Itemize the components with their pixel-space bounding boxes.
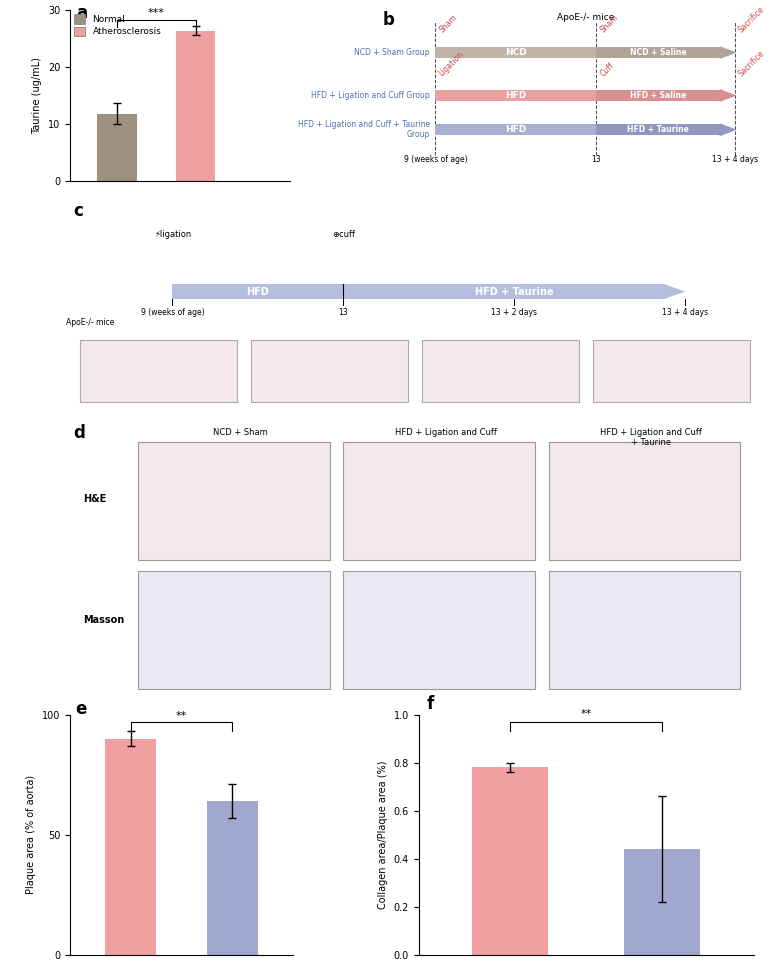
Text: f: f	[427, 695, 434, 713]
Text: H&E: H&E	[84, 494, 107, 505]
Text: 13: 13	[339, 308, 348, 317]
Text: Sham: Sham	[437, 13, 459, 35]
Text: HFD + Ligation and Cuff: HFD + Ligation and Cuff	[395, 428, 497, 437]
Text: 9 (weeks of age): 9 (weeks of age)	[141, 308, 204, 317]
Bar	[549, 571, 740, 689]
Text: b: b	[383, 12, 395, 29]
Text: ApoE-/- mice: ApoE-/- mice	[556, 14, 614, 22]
Text: ⚡ligation: ⚡ligation	[154, 230, 191, 239]
Text: **: **	[176, 711, 187, 721]
Text: Sacrifice: Sacrifice	[737, 5, 766, 35]
Text: ApoE-/- mice: ApoE-/- mice	[66, 318, 115, 327]
Bar	[106, 738, 156, 955]
Polygon shape	[720, 90, 735, 101]
Legend: NCD + Sham, HFD + Ligation and Cuff, HFD + Ligation and Cuff
+ Taurine: NCD + Sham, HFD + Ligation and Cuff, HFD…	[774, 796, 777, 849]
Text: Sham: Sham	[598, 13, 620, 35]
Text: 9 (weeks of age): 9 (weeks of age)	[404, 156, 467, 165]
Text: NCD + Saline: NCD + Saline	[630, 48, 687, 57]
Bar	[343, 441, 535, 560]
Text: 13 + 4 days: 13 + 4 days	[712, 156, 758, 165]
Bar	[435, 124, 597, 135]
Bar	[597, 90, 720, 101]
Bar	[435, 90, 597, 101]
Bar	[624, 849, 700, 955]
Bar	[343, 571, 535, 689]
Polygon shape	[665, 284, 685, 299]
Bar	[138, 571, 329, 689]
Text: NCD + Sham: NCD + Sham	[214, 428, 268, 437]
Text: NCD + Sham Group: NCD + Sham Group	[354, 48, 430, 57]
Bar	[97, 114, 137, 181]
Bar	[176, 31, 215, 181]
Bar	[472, 768, 549, 955]
Bar	[251, 340, 409, 401]
Text: HFD: HFD	[505, 126, 527, 134]
Y-axis label: Collagen area/Plaque area (%): Collagen area/Plaque area (%)	[378, 761, 388, 909]
Text: HFD + Taurine: HFD + Taurine	[627, 126, 689, 134]
Text: HFD + Ligation and Cuff + Taurine
Group: HFD + Ligation and Cuff + Taurine Group	[298, 120, 430, 139]
Legend: Normal, Atherosclerosis: Normal, Atherosclerosis	[75, 15, 162, 36]
Text: 13: 13	[591, 156, 601, 165]
Bar	[343, 284, 665, 299]
Polygon shape	[720, 124, 735, 135]
Bar	[597, 124, 720, 135]
Bar	[435, 47, 597, 58]
Bar	[207, 801, 258, 955]
Text: c: c	[73, 202, 83, 220]
Bar	[172, 284, 343, 299]
Text: Masson: Masson	[84, 615, 125, 625]
Y-axis label: Plaque area (% of aorta): Plaque area (% of aorta)	[26, 775, 37, 894]
Bar	[549, 441, 740, 560]
Text: a: a	[76, 4, 87, 22]
Text: Ligation: Ligation	[437, 50, 465, 78]
Text: ***: ***	[148, 9, 165, 19]
Bar	[593, 340, 751, 401]
Text: HFD + Saline: HFD + Saline	[630, 91, 686, 100]
Text: **: **	[580, 709, 592, 720]
Text: e: e	[75, 700, 86, 718]
Text: d: d	[73, 424, 85, 442]
Bar	[138, 441, 329, 560]
Text: 13 + 2 days: 13 + 2 days	[491, 308, 538, 317]
Text: NCD: NCD	[505, 48, 527, 57]
Text: 13 + 4 days: 13 + 4 days	[662, 308, 709, 317]
Text: HFD + Taurine: HFD + Taurine	[475, 286, 554, 296]
Text: HFD + Ligation and Cuff Group: HFD + Ligation and Cuff Group	[311, 91, 430, 100]
Text: HFD: HFD	[246, 286, 270, 296]
Polygon shape	[720, 47, 735, 58]
Text: HFD: HFD	[505, 91, 527, 100]
Text: Cuff: Cuff	[598, 61, 615, 78]
Bar	[422, 340, 580, 401]
Text: ⊕cuff: ⊕cuff	[332, 230, 355, 239]
Bar	[80, 340, 238, 401]
Text: Sacrifice: Sacrifice	[737, 49, 766, 78]
Y-axis label: Taurine (ug/mL): Taurine (ug/mL)	[33, 57, 42, 133]
Bar	[597, 47, 720, 58]
Text: HFD + Ligation and Cuff
+ Taurine: HFD + Ligation and Cuff + Taurine	[600, 428, 702, 447]
